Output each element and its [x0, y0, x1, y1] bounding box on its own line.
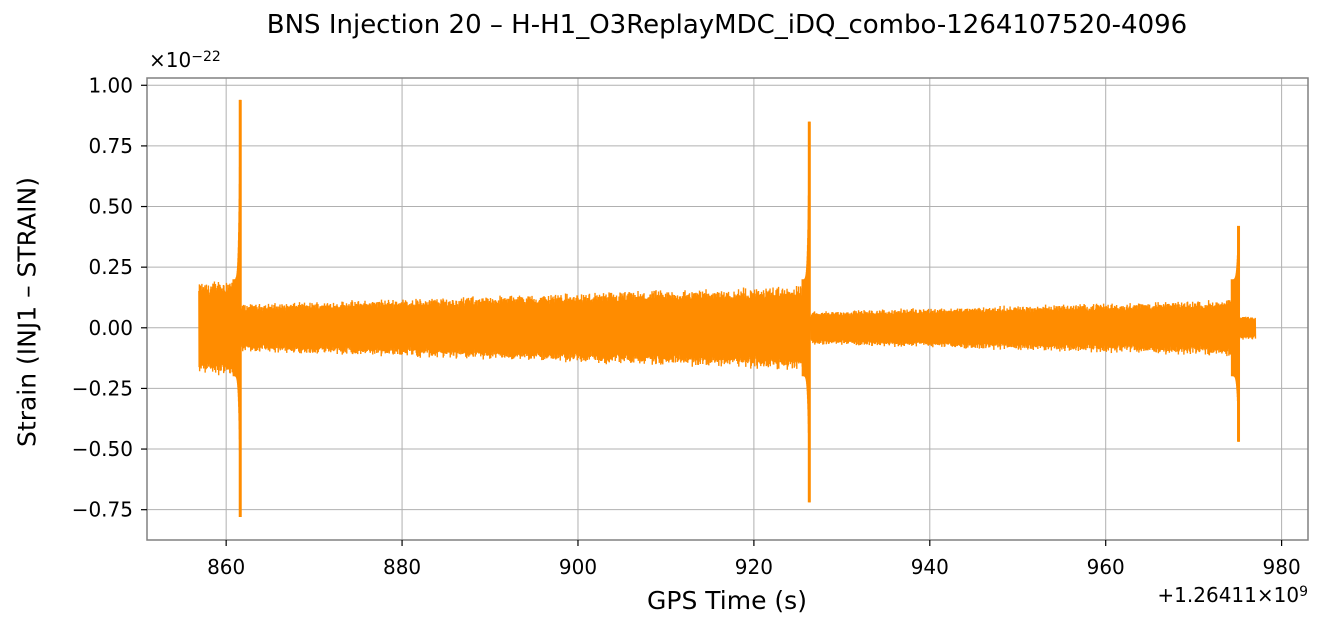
x-offset-label: +1.26411×109 — [1157, 583, 1308, 607]
strain-segment — [1239, 316, 1257, 340]
x-tick-label: 880 — [383, 555, 421, 579]
x-offset-base: +1.26411×10 — [1157, 583, 1300, 607]
chart-title: BNS Injection 20 – H-H1_O3ReplayMDC_iDQ_… — [266, 10, 1188, 40]
y-tick-label: 0.00 — [88, 316, 133, 340]
y-tick-label: 0.50 — [88, 195, 133, 219]
y-tick-label: 0.75 — [88, 134, 133, 158]
axes-frame — [146, 77, 1309, 541]
x-tick-label: 860 — [207, 555, 245, 579]
y-scale-exponent: −22 — [191, 49, 221, 65]
y-tick-label: 1.00 — [88, 73, 133, 97]
x-tick-label: 900 — [559, 555, 597, 579]
strain-segment — [198, 276, 240, 376]
y-tick-label: −0.25 — [72, 376, 133, 400]
strain-segment — [810, 300, 1239, 357]
y-tick-label: −0.75 — [72, 498, 133, 522]
y-tick-label: −0.50 — [72, 437, 133, 461]
strain-segment — [241, 286, 809, 370]
x-tick-label: 940 — [911, 555, 949, 579]
y-scale-base: ×10 — [149, 48, 192, 72]
y-axis-label: Strain (INJ1 – STRAIN) — [12, 177, 42, 447]
x-tick-label: 980 — [1263, 555, 1301, 579]
x-tick-label: 960 — [1087, 555, 1125, 579]
y-tick-label: 0.25 — [88, 255, 133, 279]
y-scale-factor: ×10−22 — [149, 48, 221, 72]
x-tick-label: 920 — [735, 555, 773, 579]
x-offset-exponent: 9 — [1299, 584, 1308, 600]
x-axis-label: GPS Time (s) — [647, 586, 807, 615]
